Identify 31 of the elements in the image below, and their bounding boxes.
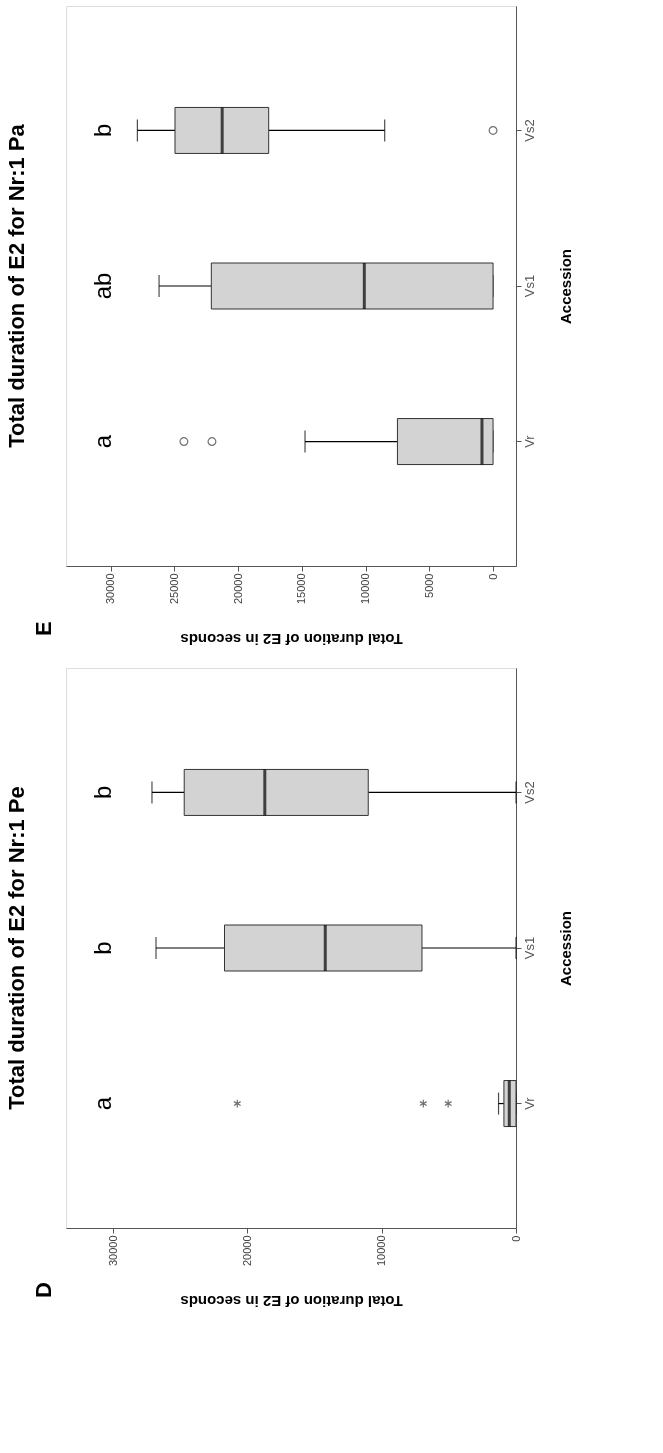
x-tick-label: 0 [509,1235,522,1242]
y-tick-label: Vs1 [521,936,537,960]
x-tick-label: 10000 [375,1235,388,1267]
x-tick-label: 30000 [104,573,117,605]
y-tick-label: Vs2 [521,119,537,142]
y-axis-title: Accession [556,248,574,325]
y-tick-label: Vr [521,1096,537,1110]
x-tick-label: 20000 [231,573,244,605]
y-axis-title: Accession [556,910,574,987]
annotation: b [89,941,116,955]
x-tick-label: 30000 [106,1235,119,1267]
text: Total duration of E2 for Nr:1 Pe [4,786,29,1110]
x-tick-label: 0 [486,573,499,580]
x-tick-label: 20000 [240,1235,253,1267]
annotation: a [89,1096,116,1111]
text: E [31,621,56,636]
x-tick-label: 25000 [167,573,180,605]
annotation: ab [89,272,116,300]
y-tick-label: Vr [521,434,537,448]
annotation: a [89,434,116,449]
x-tick-label: 15000 [295,573,308,605]
x-tick-label: 5000 [422,573,435,598]
text: Total duration of E2 for Nr:1 Pa [4,123,29,448]
annotation: b [89,785,116,800]
x-axis-title: Total duration of E2 in seconds [180,1293,403,1311]
y-tick-label: Vs2 [521,781,537,804]
annotation: b [89,123,116,138]
text: D [31,1282,56,1298]
y-tick-label: Vs1 [521,274,537,298]
x-tick-label: 10000 [359,573,372,605]
x-axis-title: Total duration of E2 in seconds [180,631,403,649]
